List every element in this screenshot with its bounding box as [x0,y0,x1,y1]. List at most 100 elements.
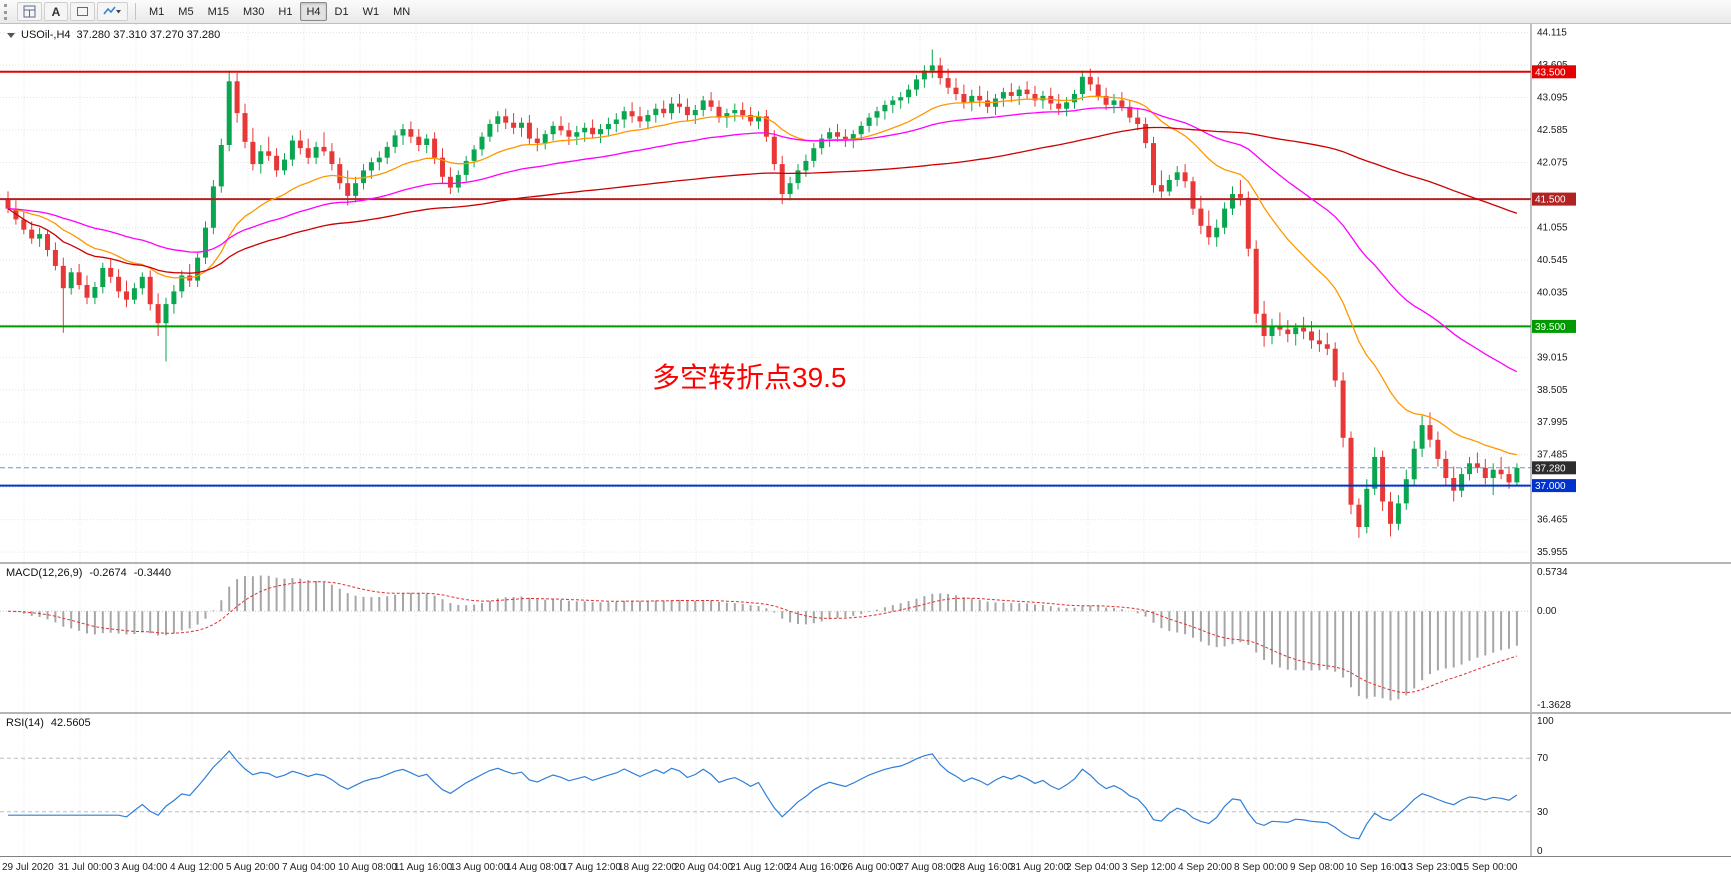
macd-signal-line [7,581,1518,694]
chart-ohlc-values: 37.280 37.310 37.270 37.280 [76,29,221,41]
time-axis-label: 3 Aug 04:00 [114,862,168,873]
macd-value-signal: -0.3440 [133,567,172,579]
price-chart-canvas[interactable]: 44.11543.60543.09542.58542.07541.05540.5… [0,24,1731,562]
text-label-icon: A [51,4,61,19]
time-axis-label: 29 Jul 2020 [2,862,54,873]
time-axis-label: 17 Aug 12:00 [562,862,621,873]
toolbar: A M1 M5 M15 M30 H1 H4 D1 W1 MN [0,0,1731,24]
rsi-axis-label: 100 [1537,716,1554,727]
price-axis-label: 39.015 [1537,352,1568,363]
price-axis-label: 35.955 [1537,547,1568,558]
panel-separator[interactable] [0,712,1731,714]
timeframe-d1[interactable]: D1 [329,2,355,21]
price-tag-label: 37.000 [1535,481,1566,492]
time-axis-label: 4 Sep 20:00 [1178,862,1232,873]
time-axis-label: 31 Aug 20:00 [1010,862,1069,873]
time-axis-label: 3 Sep 12:00 [1122,862,1176,873]
price-axis-label: 44.115 [1537,28,1567,39]
price-tag [1532,479,1576,493]
price-axis-label: 38.505 [1537,385,1568,396]
price-chart-panel[interactable]: 44.11543.60543.09542.58542.07541.05540.5… [0,24,1731,562]
ma-fast-line [7,95,1518,456]
indicators-dropdown-button[interactable] [97,2,128,21]
macd-label: MACD(12,26,9) [6,567,83,579]
grid-glyph [23,5,36,18]
timeframe-w1[interactable]: W1 [357,2,386,21]
timeframe-m5[interactable]: M5 [172,2,199,21]
timeframe-m1[interactable]: M1 [143,2,170,21]
rsi-canvas[interactable]: 100 70 30 0 [0,714,1731,856]
chart-collapse-icon[interactable] [7,32,15,38]
rsi-axis-label: 70 [1537,753,1549,764]
toolbar-grip[interactable] [4,3,10,20]
rsi-value: 42.5605 [50,717,91,729]
time-axis-label: 13 Aug 00:00 [450,862,509,873]
time-axis-label: 10 Sep 16:00 [1346,862,1406,873]
time-axis-label: 11 Aug 16:00 [394,862,453,873]
price-axis-label: 42.585 [1537,125,1568,136]
time-axis-label: 27 Aug 08:00 [898,862,957,873]
price-tag [1532,65,1576,79]
timeframe-h1[interactable]: H1 [272,2,298,21]
rsi-axis-label: 0 [1537,846,1543,856]
time-axis-label: 14 Aug 08:00 [506,862,565,873]
time-axis-label: 8 Sep 00:00 [1234,862,1288,873]
time-axis-label: 24 Aug 16:00 [786,862,845,873]
price-tag-label: 41.500 [1535,195,1566,206]
ma-mid-line [7,106,1518,373]
time-axis-label: 9 Sep 08:00 [1290,862,1344,873]
shape-box-icon [77,7,88,16]
price-tag [1532,461,1576,475]
time-axis-label: 2 Sep 04:00 [1066,862,1120,873]
macd-header: MACD(12,26,9) -0.2674 -0.3440 [6,567,171,579]
price-axis-label: 37.995 [1537,417,1568,428]
time-axis-label: 18 Aug 22:00 [618,862,677,873]
price-tag-label: 39.500 [1535,322,1566,333]
chart-annotation[interactable]: 多空转折点39.5 [652,362,847,393]
price-tag-label: 37.280 [1535,463,1566,474]
timeframe-m30[interactable]: M30 [237,2,270,21]
price-tag [1532,319,1576,333]
chart-header: USOil-,H4 37.280 37.310 37.270 37.280 [7,29,220,41]
macd-axis-label: -1.3628 [1537,700,1571,711]
price-axis-label: 43.095 [1537,93,1568,104]
time-axis-label: 20 Aug 04:00 [674,862,733,873]
timeframe-m15[interactable]: M15 [202,2,235,21]
price-axis-label: 37.485 [1537,450,1568,461]
ma-slow-line [7,126,1518,274]
panel-separator[interactable] [0,562,1731,564]
time-axis-label: 15 Sep 00:00 [1458,862,1518,873]
macd-axis-label: 0.00 [1537,606,1557,617]
rsi-label: RSI(14) [6,717,44,729]
price-axis-label: 40.545 [1537,255,1568,266]
price-axis-label: 41.055 [1537,222,1568,233]
timeframe-mn[interactable]: MN [387,2,416,21]
text-label-button[interactable]: A [44,2,68,21]
price-tag [1532,192,1576,206]
time-axis-label: 26 Aug 00:00 [842,862,901,873]
time-axis-label: 5 Aug 20:00 [226,862,280,873]
time-axis-label: 7 Aug 04:00 [282,862,336,873]
macd-panel[interactable]: 0.5734 0.00 -1.3628 MACD(12,26,9) -0.2674 … [0,564,1731,712]
chart-grid-icon[interactable] [17,2,42,21]
candlesticks [5,49,1520,538]
price-axis-label: 42.075 [1537,158,1568,169]
macd-histogram [14,575,1518,701]
macd-canvas[interactable]: 0.5734 0.00 -1.3628 [0,564,1731,712]
time-axis-label: 21 Aug 12:00 [730,862,789,873]
rsi-panel[interactable]: 100 70 30 0 RSI(14) 42.5605 [0,714,1731,856]
time-axis-label: 31 Jul 00:00 [58,862,113,873]
chart-symbol-period: USOil-,H4 [21,29,71,41]
rsi-line [8,750,1518,840]
time-axis-label: 10 Aug 08:00 [338,862,397,873]
time-axis[interactable]: 29 Jul 2020 31 Jul 00:00 3 Aug 04:00 4 Aug … [0,856,1731,892]
shape-box-button[interactable] [70,2,95,21]
rsi-header: RSI(14) 42.5605 [6,717,91,729]
macd-value-main: -0.2674 [89,567,127,579]
timeframe-h4[interactable]: H4 [300,2,327,21]
time-axis-label: 4 Aug 12:00 [170,862,224,873]
indicators-dropdown-icon [103,6,121,15]
time-axis-label: 13 Sep 23:00 [1402,862,1462,873]
price-tag-label: 43.500 [1535,67,1566,78]
